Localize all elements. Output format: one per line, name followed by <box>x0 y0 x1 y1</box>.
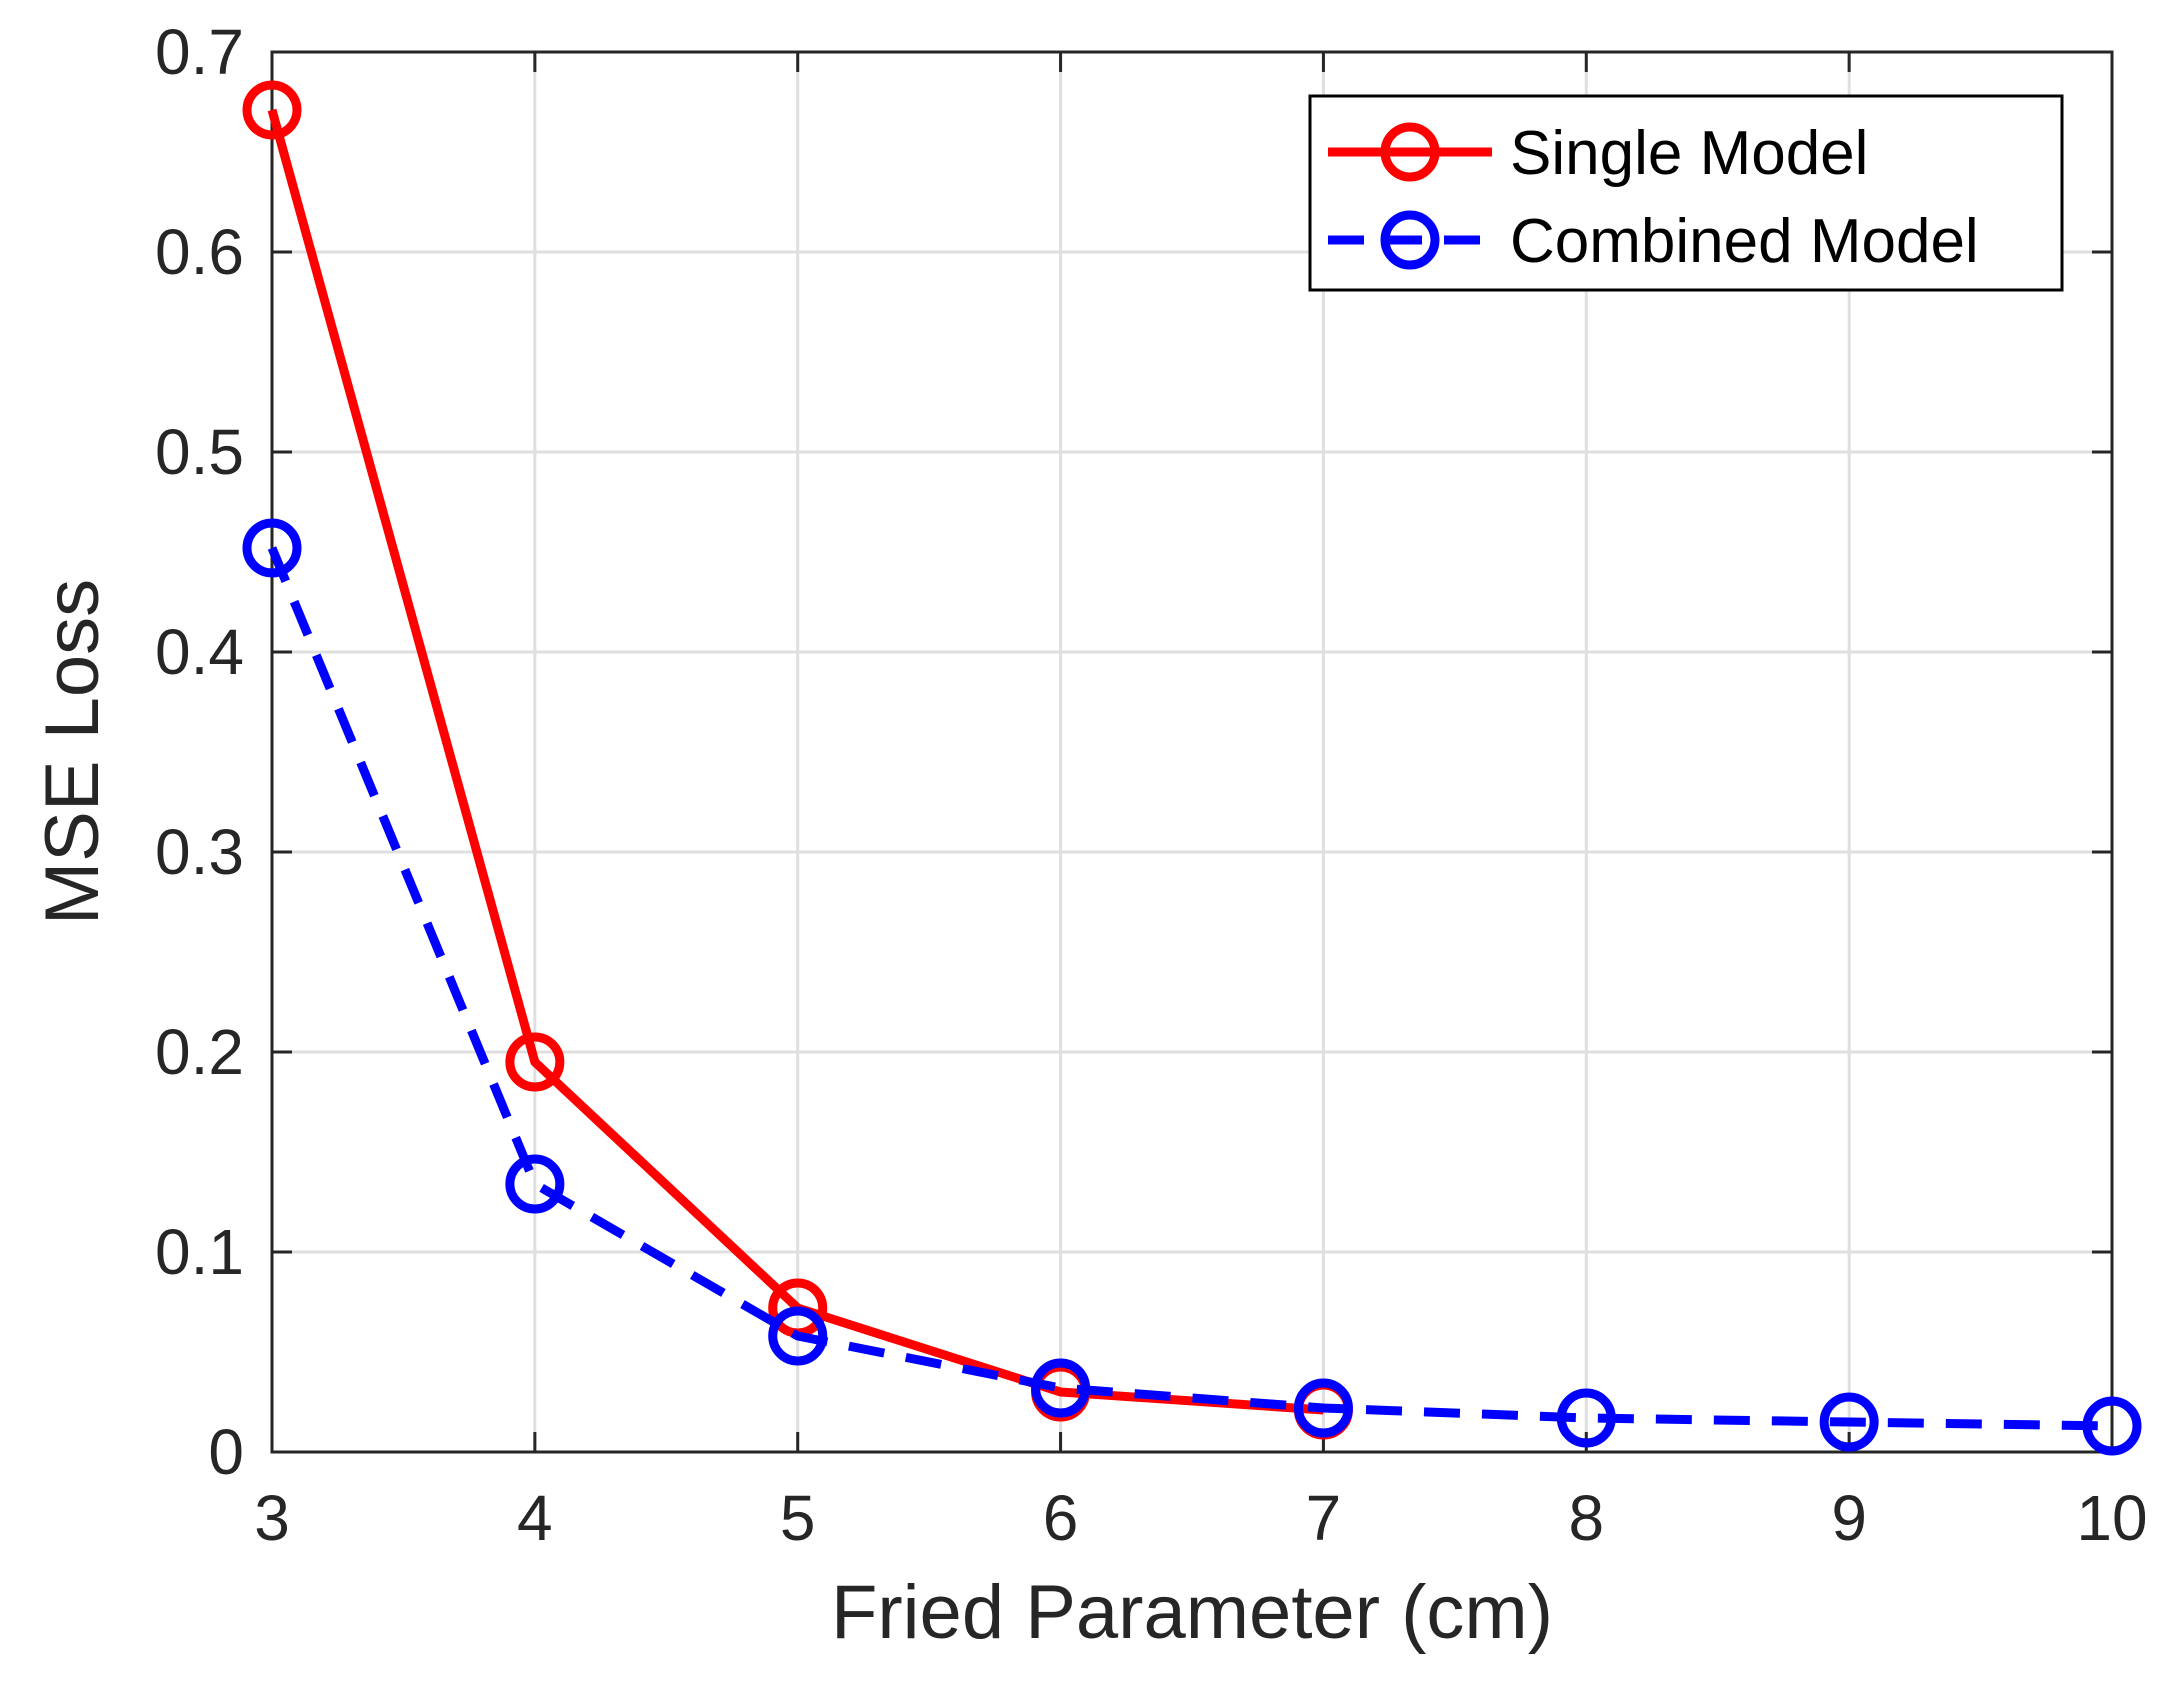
x-tick-label: 3 <box>254 1482 290 1554</box>
legend-label-combined-model: Combined Model <box>1510 207 1979 276</box>
data-point-single-model <box>242 80 302 140</box>
y-tick-label: 0.3 <box>155 816 244 888</box>
data-point-combined-model <box>1819 1392 1879 1452</box>
series-layer <box>242 80 2142 1456</box>
y-tick-label: 0.1 <box>155 1216 244 1288</box>
y-tick-label: 0.2 <box>155 1016 244 1088</box>
data-point-single-model <box>505 1032 565 1092</box>
series-line-combined-model <box>267 546 2113 1431</box>
legend: Single Model Combined Model <box>1308 94 2064 292</box>
x-tick-label: 6 <box>1043 1482 1079 1554</box>
x-tick-label: 9 <box>1831 1482 1867 1554</box>
x-tick-label: 10 <box>2076 1482 2147 1554</box>
y-tick-label: 0 <box>208 1416 244 1488</box>
y-tick-label: 0.6 <box>155 216 244 288</box>
x-tick-label: 7 <box>1306 1482 1342 1554</box>
x-tick-label: 5 <box>780 1482 816 1554</box>
data-point-combined-model <box>242 518 302 578</box>
x-tick-label: 4 <box>517 1482 553 1554</box>
legend-box <box>1308 94 2064 292</box>
legend-marker-combined-model <box>1380 210 1440 270</box>
legend-label-single-model: Single Model <box>1510 119 1868 188</box>
y-tick-labels: 0 0.1 0.2 0.3 0.4 0.5 0.6 0.7 <box>155 16 244 1488</box>
data-point-combined-model <box>1556 1388 1616 1448</box>
y-axis-label: MSE Loss <box>30 579 115 925</box>
data-point-combined-model <box>768 1306 828 1366</box>
data-point-combined-model <box>1031 1358 1091 1418</box>
y-tick-label: 0.5 <box>155 416 244 488</box>
y-tick-label: 0.4 <box>155 616 244 688</box>
data-point-combined-model <box>2082 1396 2142 1456</box>
y-tick-label: 0.7 <box>155 16 244 88</box>
x-tick-label: 8 <box>1568 1482 1604 1554</box>
legend-marker-single-model <box>1380 122 1440 182</box>
plot-frame <box>270 50 2114 1454</box>
data-point-combined-model <box>1293 1378 1353 1438</box>
x-tick-labels: 3 4 5 6 7 8 9 10 <box>254 1482 2147 1554</box>
x-axis-label: Fried Parameter (cm) <box>831 1570 1553 1655</box>
data-point-combined-model <box>505 1154 565 1214</box>
